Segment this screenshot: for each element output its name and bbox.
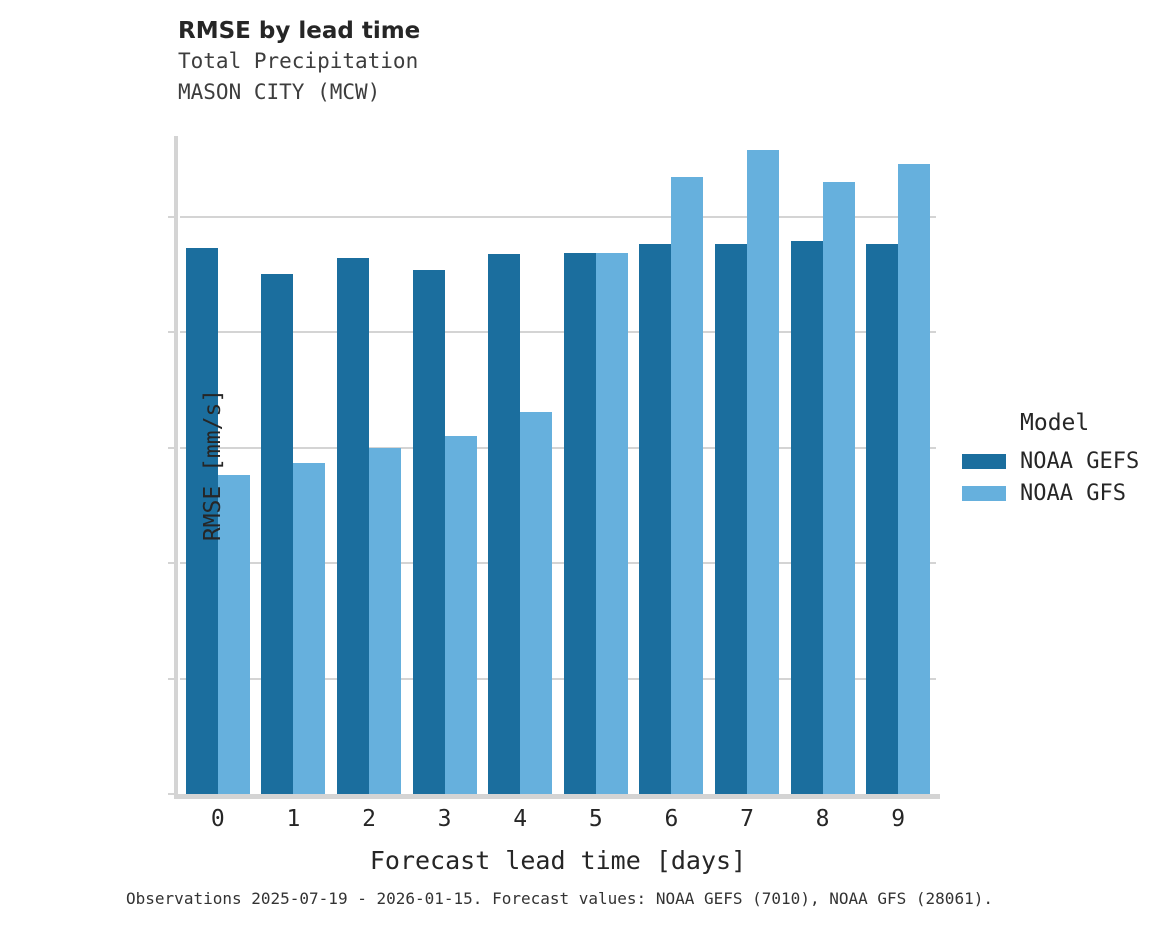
legend-title: Model	[1020, 410, 1090, 436]
bar	[790, 241, 823, 794]
footnote: Observations 2025-07-19 - 2026-01-15. Fo…	[126, 889, 993, 908]
gridline	[180, 677, 936, 680]
bar	[520, 411, 553, 794]
bar	[898, 163, 931, 794]
bar	[715, 244, 747, 794]
x-tick-label: 9	[891, 806, 906, 832]
bar	[261, 274, 294, 794]
legend: Model NOAA GEFS NOAA GFS	[962, 410, 1172, 509]
x-tick-label: 2	[362, 806, 376, 832]
bar	[444, 436, 477, 794]
legend-item-label: NOAA GEFS	[1020, 448, 1140, 474]
y-tick-mark	[168, 446, 175, 449]
bar	[822, 182, 855, 794]
legend-swatch-icon	[962, 453, 1006, 469]
x-axis-label: Forecast lead time [days]	[369, 846, 747, 875]
legend-item[interactable]: NOAA GFS	[962, 477, 1172, 509]
x-tick-label: 1	[286, 806, 301, 832]
x-tick-label: 0	[210, 806, 225, 832]
page-title: RMSE by lead time	[178, 18, 421, 44]
bar	[412, 269, 445, 794]
y-tick-mark	[168, 677, 175, 680]
x-tick-label: 5	[588, 806, 603, 832]
bar	[866, 244, 899, 794]
bar	[488, 253, 521, 794]
y-axis-label: RMSE [mm/s]	[200, 388, 227, 542]
legend-item-label: NOAA GFS	[1020, 480, 1126, 506]
legend-item[interactable]: NOAA GEFS	[962, 445, 1172, 477]
legend-entries: NOAA GEFS NOAA GFS	[962, 445, 1172, 509]
gridline	[180, 562, 936, 565]
bar	[595, 252, 628, 794]
x-tick-label: 7	[740, 806, 754, 832]
bar	[293, 462, 326, 794]
chart-subtitle-station: MASON CITY (MCW)	[178, 80, 381, 104]
bar	[185, 247, 218, 794]
x-tick-label: 4	[513, 806, 528, 832]
x-tick-label: 3	[437, 806, 452, 832]
gridline	[180, 215, 936, 218]
bar	[671, 176, 704, 794]
x-tick-label: 6	[664, 806, 679, 832]
x-tick-label: 8	[815, 806, 830, 832]
bar	[337, 257, 369, 794]
gridline	[180, 331, 936, 334]
plot-area: 0.000000.000050.000100.000150.000200.000…	[168, 136, 940, 875]
x-axis-spine	[174, 794, 940, 799]
y-tick-mark	[168, 793, 175, 795]
title-block: RMSE by lead time Total Precipitation MA…	[178, 16, 938, 108]
bar	[747, 150, 779, 794]
y-axis-spine	[174, 136, 178, 798]
legend-swatch-icon	[962, 485, 1006, 501]
bar	[369, 447, 401, 794]
y-tick-mark	[168, 562, 175, 565]
y-tick-mark	[168, 331, 175, 334]
bar	[563, 252, 596, 794]
bar	[639, 244, 672, 794]
gridline	[180, 446, 936, 449]
y-tick-mark	[168, 215, 175, 218]
chart-subtitle-variable: Total Precipitation	[178, 49, 419, 73]
bar	[217, 475, 250, 794]
